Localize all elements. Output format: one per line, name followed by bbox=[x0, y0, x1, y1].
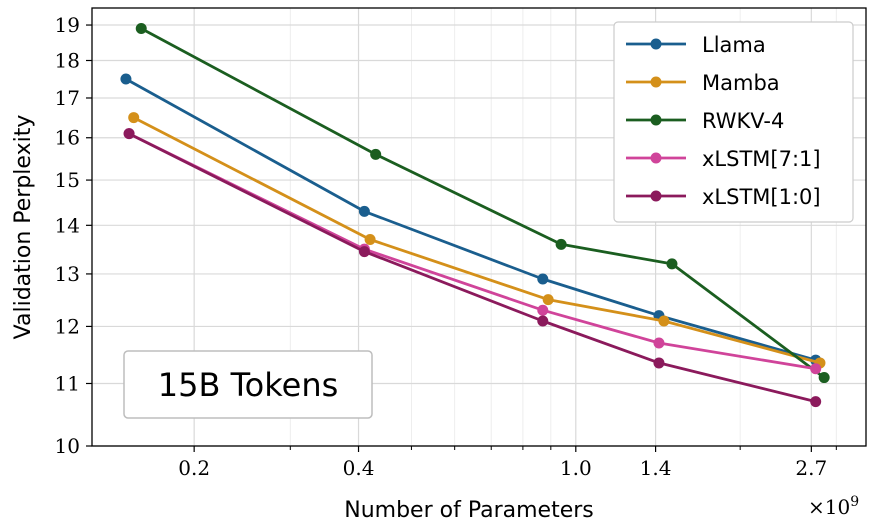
data-point bbox=[364, 234, 376, 246]
legend-item: Llama bbox=[626, 33, 766, 57]
legend-label: Mamba bbox=[702, 71, 780, 95]
x-tick-label: 0.4 bbox=[343, 456, 375, 480]
x-multiplier-label: ×109 bbox=[808, 494, 859, 519]
y-tick-label: 12 bbox=[55, 314, 80, 338]
legend-marker bbox=[650, 190, 662, 202]
data-point bbox=[537, 315, 549, 327]
data-point bbox=[542, 294, 554, 306]
x-tick-label: 2.7 bbox=[795, 456, 827, 480]
y-axis-label: Validation Perplexity bbox=[11, 115, 36, 340]
legend-item: RWKV-4 bbox=[626, 109, 784, 133]
y-tick-label: 16 bbox=[55, 126, 80, 150]
data-point bbox=[666, 258, 678, 270]
y-tick-label: 17 bbox=[55, 86, 80, 110]
legend-label: Llama bbox=[702, 33, 766, 57]
legend-label: xLSTM[7:1] bbox=[702, 147, 821, 171]
legend-label: xLSTM[1:0] bbox=[702, 185, 821, 209]
legend-item: xLSTM[1:0] bbox=[626, 185, 821, 209]
axes bbox=[91, 7, 867, 447]
data-point bbox=[123, 128, 135, 140]
data-point bbox=[810, 363, 822, 375]
y-tick-label: 13 bbox=[55, 262, 80, 286]
data-point bbox=[818, 372, 830, 384]
data-point bbox=[358, 205, 370, 217]
legend-marker bbox=[650, 114, 662, 126]
plot-frame bbox=[91, 7, 867, 447]
data-point bbox=[135, 22, 147, 34]
data-point bbox=[537, 304, 549, 316]
y-tick-label: 11 bbox=[55, 371, 80, 395]
legend-label: RWKV-4 bbox=[702, 109, 784, 133]
y-tick-label: 19 bbox=[55, 13, 80, 37]
series-layer bbox=[120, 22, 830, 408]
legend: Llama Mamba RWKV-4 xLSTM[7:1] xLSTM[1:0] bbox=[613, 21, 854, 223]
legend-marker bbox=[650, 76, 662, 88]
x-tick-label: 0.2 bbox=[178, 456, 210, 480]
annotation-badge: 15B Tokens bbox=[123, 350, 373, 419]
data-point bbox=[120, 73, 132, 85]
series-xlstm-1-0- bbox=[123, 128, 822, 408]
legend-box bbox=[613, 21, 854, 223]
data-point bbox=[128, 112, 140, 124]
annotation-text: 15B Tokens bbox=[158, 366, 339, 404]
data-point bbox=[653, 337, 665, 349]
data-point bbox=[537, 273, 549, 285]
x-tick-label: 1.0 bbox=[560, 456, 592, 480]
data-point bbox=[810, 396, 822, 408]
legend-marker bbox=[650, 38, 662, 50]
x-tick-label: 1.4 bbox=[640, 456, 672, 480]
legend-item: xLSTM[7:1] bbox=[626, 147, 821, 171]
legend-marker bbox=[650, 152, 662, 164]
data-point bbox=[653, 357, 665, 369]
tick-labels: 0.2 0.4 1.0 1.4 2.7 10 11 12 13 14 15 16 17 18 19 bbox=[55, 13, 837, 480]
data-point bbox=[370, 148, 382, 160]
y-tick-label: 14 bbox=[55, 213, 80, 237]
y-tick-label: 18 bbox=[55, 48, 80, 72]
data-point bbox=[358, 246, 370, 258]
x-multiplier-exponent: 9 bbox=[850, 494, 859, 510]
data-point bbox=[658, 315, 670, 327]
annotation-box bbox=[123, 350, 373, 419]
x-multiplier-base: ×10 bbox=[808, 495, 850, 519]
legend-item: Mamba bbox=[626, 71, 780, 95]
x-axis-label: Number of Parameters bbox=[344, 498, 594, 523]
data-point bbox=[555, 238, 567, 250]
series-rwkv-4 bbox=[135, 22, 830, 384]
y-tick-label: 15 bbox=[55, 168, 80, 192]
y-tick-label: 10 bbox=[55, 434, 80, 458]
